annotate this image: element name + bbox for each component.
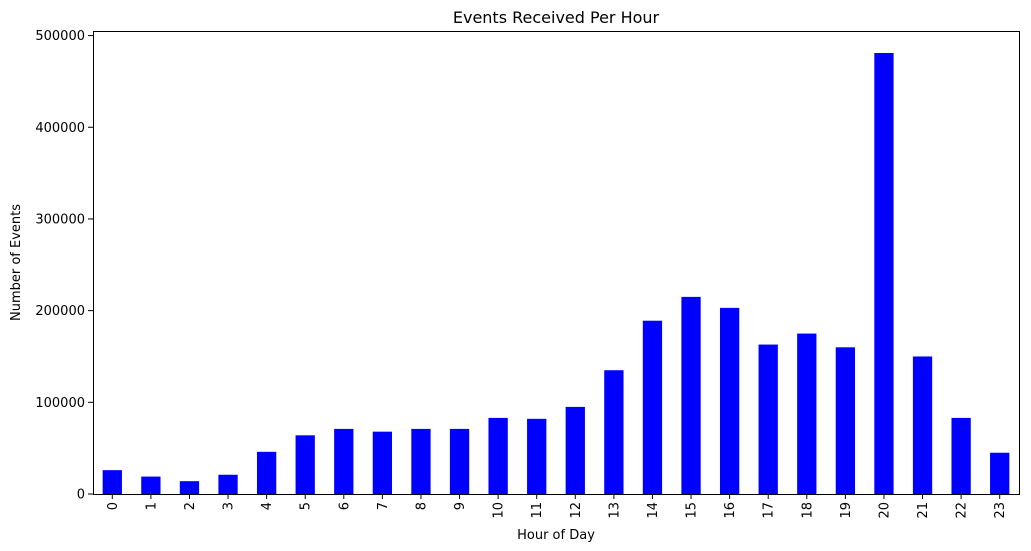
- x-tick-label: 7: [376, 502, 391, 510]
- x-tick-label: 1: [144, 502, 159, 510]
- y-tick-label: 400000: [35, 121, 85, 136]
- x-tick-label: 15: [685, 502, 700, 519]
- x-tick-label: 18: [800, 502, 815, 519]
- x-tick-label: 10: [492, 502, 507, 519]
- x-tick-label: 5: [299, 502, 314, 510]
- y-axis-label: Number of Events: [9, 204, 24, 321]
- y-tick-label: 100000: [35, 396, 85, 411]
- x-tick-label: 0: [106, 502, 121, 510]
- y-tick-label: 300000: [35, 212, 85, 227]
- x-tick-label: 14: [646, 502, 661, 519]
- x-axis: 0 1 2 3 4 5 6 7 8 9 10 11 12 13 14 15 16 17 18 19 20 21 22 23: [106, 494, 1008, 519]
- x-tick-label: 19: [839, 502, 854, 519]
- bar-7: [372, 431, 393, 494]
- bar-0: [102, 470, 122, 494]
- bar-4: [256, 451, 277, 494]
- bar-14: [642, 320, 663, 494]
- bar-10: [488, 417, 508, 494]
- x-tick-label: 20: [877, 502, 892, 519]
- x-tick-label: 23: [993, 502, 1008, 519]
- x-tick-label: 4: [260, 502, 275, 510]
- y-tick-label: 0: [77, 488, 85, 503]
- bar-21: [912, 356, 933, 494]
- y-tick-label: 500000: [35, 29, 85, 44]
- bar-6: [334, 428, 354, 494]
- chart-title: Events Received Per Hour: [453, 8, 660, 27]
- bar-12: [565, 406, 585, 494]
- y-axis: 0 100000 200000 300000 400000 500000: [35, 29, 93, 503]
- bar-19: [835, 347, 856, 494]
- x-tick-label: 11: [530, 502, 545, 519]
- bar-22: [951, 417, 971, 494]
- bars-group: [102, 53, 1010, 494]
- bar-9: [449, 428, 470, 494]
- x-tick-label: 12: [569, 502, 584, 519]
- bar-2: [179, 481, 200, 494]
- bar-20: [874, 53, 894, 494]
- x-tick-label: 9: [453, 502, 468, 510]
- bar-13: [604, 370, 624, 494]
- bar-8: [411, 428, 431, 494]
- bar-1: [141, 476, 161, 494]
- x-tick-label: 21: [916, 502, 931, 519]
- x-tick-label: 13: [607, 502, 622, 519]
- bar-23: [990, 452, 1010, 494]
- x-tick-label: 2: [183, 502, 198, 510]
- bar-17: [758, 344, 778, 494]
- x-axis-label: Hour of Day: [517, 528, 595, 543]
- bar-15: [681, 296, 701, 494]
- plot-frame: [93, 31, 1020, 495]
- x-tick-label: 8: [414, 502, 429, 510]
- bar-16: [719, 307, 740, 494]
- x-tick-label: 22: [955, 502, 970, 519]
- bar-3: [218, 474, 238, 494]
- x-tick-label: 6: [337, 502, 352, 510]
- x-tick-label: 16: [723, 502, 738, 519]
- bar-5: [295, 435, 315, 494]
- y-tick-label: 200000: [35, 304, 85, 319]
- bar-18: [797, 333, 817, 494]
- x-tick-label: 17: [762, 502, 777, 519]
- x-tick-label: 3: [222, 502, 237, 510]
- bar-11: [527, 418, 547, 494]
